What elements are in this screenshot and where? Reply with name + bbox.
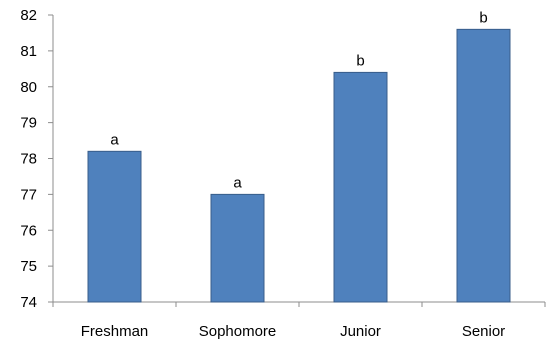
category-label-junior: Junior <box>340 323 381 340</box>
y-tick-label: 82 <box>20 7 37 24</box>
data-label-senior: b <box>479 9 487 26</box>
y-axis: 74 75 76 77 78 79 80 81 82 <box>20 7 54 311</box>
data-label-sophomore: a <box>233 174 242 191</box>
y-tick-label: 77 <box>20 186 37 203</box>
y-tick-label: 75 <box>20 258 37 275</box>
bar-senior <box>456 28 511 303</box>
bar-data-labels: a a b b <box>110 9 487 191</box>
category-label-sophomore: Sophomore <box>199 323 277 340</box>
y-tick-label: 74 <box>20 294 37 311</box>
bar-freshman <box>87 150 142 303</box>
y-tick-label: 80 <box>20 79 37 96</box>
data-label-freshman: a <box>110 131 119 148</box>
category-label-freshman: Freshman <box>81 323 149 340</box>
y-tick-label: 79 <box>20 115 37 132</box>
y-tick-label: 76 <box>20 222 37 239</box>
bars <box>87 28 511 303</box>
category-label-senior: Senior <box>462 323 505 340</box>
bar-junior <box>333 71 388 303</box>
data-label-junior: b <box>356 52 364 69</box>
bar-sophomore <box>210 193 265 303</box>
y-tick-label: 81 <box>20 43 37 60</box>
y-tick-label: 78 <box>20 151 37 168</box>
category-labels: Freshman Sophomore Junior Senior <box>81 323 505 340</box>
x-axis <box>52 301 546 307</box>
